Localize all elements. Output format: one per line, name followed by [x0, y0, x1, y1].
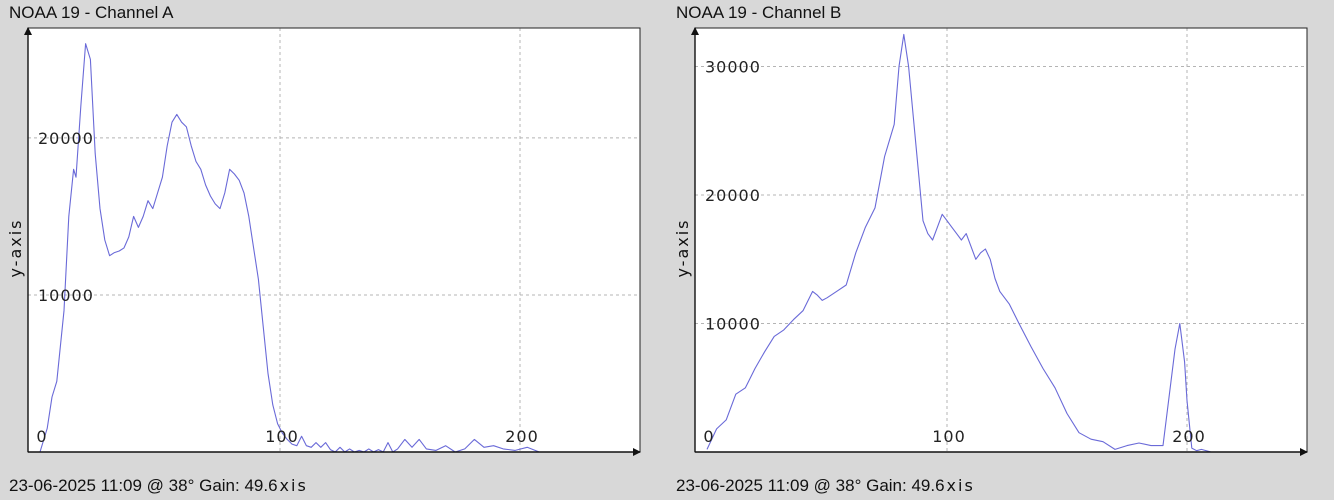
channel-a-chart: 0 100 200 10000 20000 [24, 27, 641, 456]
channel-b-chart: 0 100 200 10000 20000 30000 [691, 27, 1308, 456]
footer-caption: 23-06-2025 11:09 @ 38° Gain: 49.6 xis [9, 476, 308, 496]
chart-title: NOAA 19 - Channel B [676, 3, 842, 22]
y-tick-label: 10000 [705, 315, 761, 334]
x-tick-label: 0 [36, 427, 47, 446]
channel-b-panel: NOAA 19 - Channel B y-axis 0 100 200 10000 2… [667, 0, 1334, 500]
footer-text: 23-06-2025 11:09 @ 38° Gain: 49.6 [676, 476, 945, 495]
plot-area [28, 28, 640, 452]
x-axis-arrow [633, 448, 641, 456]
y-tick-label: 20000 [38, 129, 94, 148]
footer-caption: 23-06-2025 11:09 @ 38° Gain: 49.6 xis [676, 476, 975, 496]
y-axis-arrow [24, 27, 32, 35]
x-axis-label: xis [946, 476, 975, 495]
channel-a-panel: NOAA 19 - Channel A y-axis 0 100 200 10000 2… [6, 3, 641, 496]
y-tick-label: 10000 [38, 286, 94, 305]
y-tick-label: 20000 [705, 186, 761, 205]
x-axis-arrow [1300, 448, 1308, 456]
y-axis-arrow [691, 27, 699, 35]
chart-title: NOAA 19 - Channel A [9, 3, 174, 22]
x-tick-label: 0 [703, 427, 714, 446]
series-line [39, 43, 552, 453]
plot-area [695, 28, 1307, 452]
x-tick-label: 100 [932, 427, 966, 446]
x-tick-label: 200 [505, 427, 539, 446]
x-axis-label: xis [279, 476, 308, 495]
x-tick-label: 100 [265, 427, 299, 446]
footer-text: 23-06-2025 11:09 @ 38° Gain: 49.6 [9, 476, 278, 495]
x-tick-label: 200 [1172, 427, 1206, 446]
y-tick-label: 30000 [705, 58, 761, 77]
series-line [706, 33, 1212, 453]
